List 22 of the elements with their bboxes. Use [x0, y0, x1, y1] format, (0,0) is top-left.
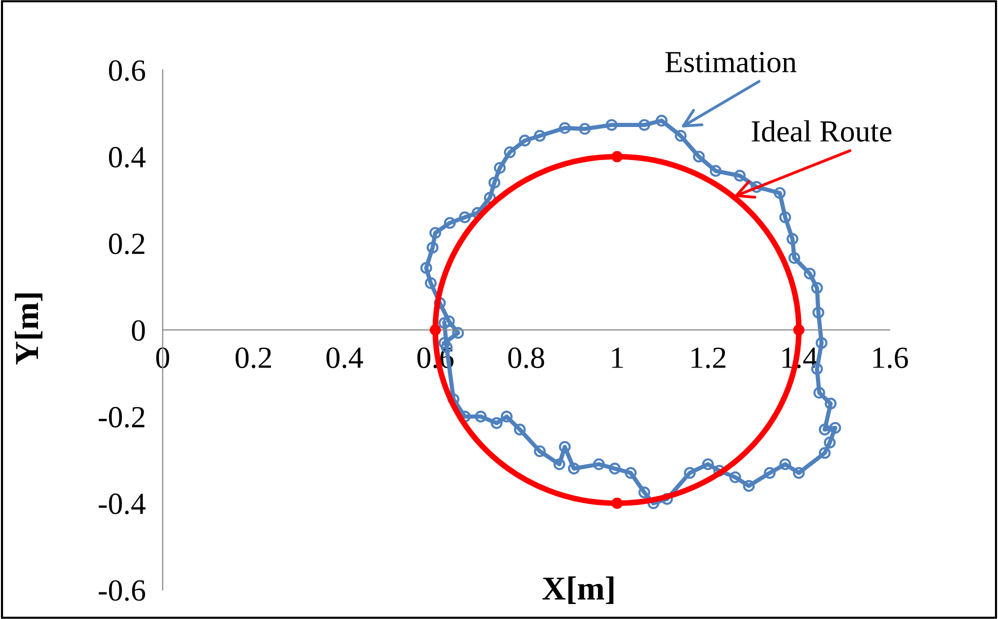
x-tick-label: 1.6 [873, 348, 908, 368]
point [430, 324, 441, 336]
y-tick-label: -0.2 [98, 406, 144, 428]
y-tick-label: 0.2 [108, 234, 144, 254]
y-tick-label: 0.6 [108, 60, 146, 81]
y-tick-label: -0.4 [98, 494, 146, 514]
y-axis-title: Y[m] [14, 294, 42, 364]
point [793, 324, 804, 336]
x-tick-label: 1 [612, 348, 623, 368]
y-tick-label: 0 [132, 320, 145, 341]
x-tick-label: 0.8 [508, 347, 544, 368]
point [611, 498, 623, 509]
point [611, 151, 623, 162]
x-tick-label: 1.2 [692, 348, 726, 368]
x-tick-label: 0.2 [236, 347, 271, 368]
x-tick-label: 0.4 [326, 347, 364, 368]
y-tick-label: 0.4 [108, 146, 146, 168]
annotation: Ideal Route [752, 120, 892, 142]
annotation: Estimation [665, 52, 796, 72]
x-tick-label: 0 [156, 347, 170, 368]
x-axis-title: X[m] [542, 576, 614, 604]
y-tick-label: -0.6 [98, 580, 146, 601]
